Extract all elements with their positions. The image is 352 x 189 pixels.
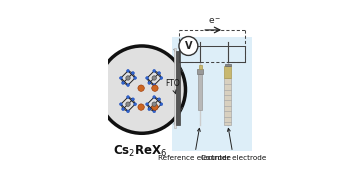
- Circle shape: [152, 76, 156, 80]
- Bar: [224, 66, 231, 78]
- Circle shape: [153, 110, 156, 113]
- Circle shape: [146, 77, 149, 79]
- Circle shape: [153, 70, 156, 72]
- Text: Cs$_2$ReX$_6$: Cs$_2$ReX$_6$: [113, 144, 168, 159]
- Circle shape: [126, 102, 130, 106]
- Text: FTO: FTO: [165, 79, 180, 94]
- Circle shape: [158, 72, 161, 74]
- Circle shape: [179, 36, 198, 55]
- Circle shape: [160, 103, 163, 106]
- Circle shape: [148, 108, 151, 111]
- Text: e$^-$: e$^-$: [208, 17, 221, 26]
- Circle shape: [134, 77, 137, 79]
- Circle shape: [132, 72, 134, 74]
- Circle shape: [138, 104, 144, 110]
- Bar: [225, 64, 231, 66]
- Circle shape: [158, 98, 161, 101]
- Circle shape: [134, 103, 137, 106]
- Bar: [174, 48, 176, 128]
- Circle shape: [132, 98, 134, 101]
- Bar: [172, 37, 252, 151]
- Text: V: V: [185, 41, 192, 51]
- Circle shape: [119, 103, 122, 106]
- Circle shape: [153, 84, 156, 87]
- Text: Reference electrode: Reference electrode: [158, 128, 231, 161]
- Circle shape: [138, 85, 144, 91]
- Bar: [197, 69, 203, 74]
- Bar: [176, 51, 180, 125]
- Circle shape: [146, 103, 149, 106]
- Circle shape: [122, 81, 125, 84]
- Circle shape: [127, 96, 130, 98]
- Circle shape: [127, 84, 130, 87]
- Circle shape: [98, 46, 186, 133]
- Circle shape: [127, 70, 130, 72]
- Circle shape: [152, 102, 156, 106]
- Bar: [225, 78, 231, 125]
- Bar: [199, 65, 201, 69]
- Circle shape: [152, 85, 158, 91]
- Circle shape: [160, 77, 163, 79]
- Circle shape: [153, 96, 156, 98]
- Circle shape: [122, 108, 125, 111]
- Circle shape: [148, 81, 151, 84]
- Circle shape: [126, 76, 130, 80]
- Circle shape: [127, 110, 130, 113]
- Text: Counter electrode: Counter electrode: [201, 128, 266, 161]
- Bar: [198, 74, 202, 110]
- Circle shape: [152, 104, 158, 110]
- Circle shape: [119, 77, 122, 79]
